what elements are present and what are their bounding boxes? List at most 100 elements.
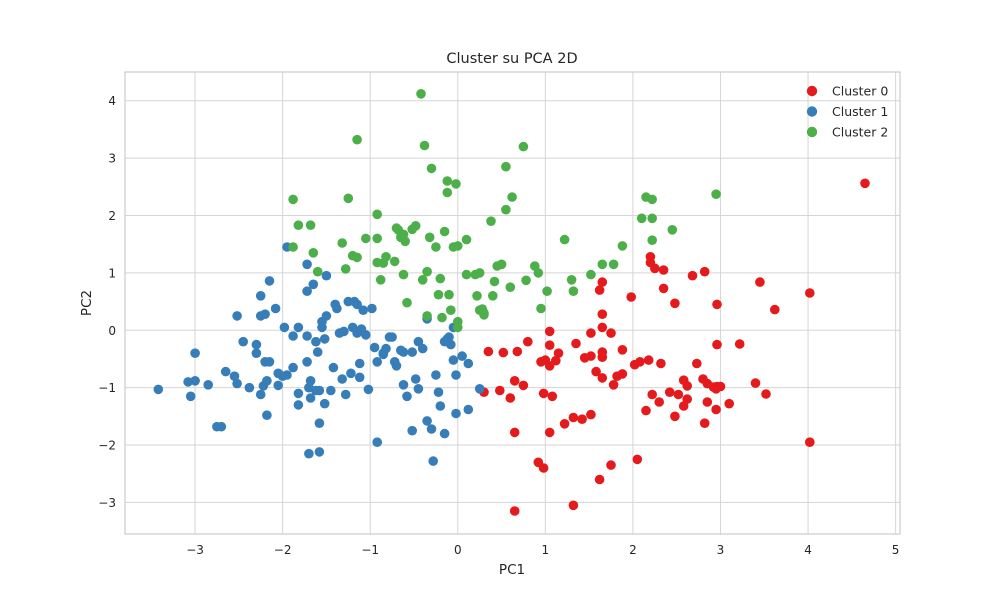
data-point	[678, 401, 689, 411]
x-axis-label: PC1	[499, 562, 525, 578]
data-point	[352, 134, 362, 145]
x-tick-label: −2	[274, 543, 292, 557]
data-point	[597, 352, 608, 363]
data-point	[597, 373, 608, 383]
data-point	[326, 385, 336, 396]
data-point	[302, 259, 312, 270]
data-point	[536, 357, 546, 367]
data-point	[328, 362, 339, 373]
data-point	[398, 380, 409, 390]
data-point	[594, 474, 605, 485]
y-tick-label: 2	[108, 209, 116, 223]
data-point	[304, 448, 314, 459]
data-point	[673, 389, 684, 400]
data-point	[568, 500, 579, 511]
data-point	[433, 387, 444, 398]
data-point	[711, 384, 721, 394]
data-point	[451, 370, 461, 380]
data-point	[442, 187, 453, 198]
plot-frame	[124, 71, 901, 535]
data-point	[317, 322, 327, 333]
data-point	[667, 225, 678, 235]
data-point	[670, 411, 680, 422]
data-point	[606, 460, 616, 470]
data-point	[446, 339, 456, 350]
data-point	[498, 347, 509, 358]
data-point	[185, 391, 196, 402]
data-point	[387, 332, 397, 342]
data-point	[547, 391, 558, 402]
data-point	[288, 242, 298, 252]
data-point	[512, 346, 523, 357]
data-point	[424, 232, 435, 243]
data-point	[647, 213, 657, 224]
data-point	[568, 412, 579, 423]
data-point	[352, 252, 362, 263]
data-point	[305, 220, 316, 230]
data-point	[288, 194, 298, 205]
data-point	[533, 268, 544, 278]
data-point	[398, 347, 409, 357]
legend-item: Cluster 2	[806, 125, 888, 140]
data-point	[586, 328, 596, 338]
data-point	[501, 161, 511, 172]
data-point	[413, 336, 424, 347]
data-point	[488, 291, 498, 301]
data-point	[314, 418, 325, 429]
data-point	[431, 242, 441, 252]
data-point	[711, 189, 721, 199]
data-point	[220, 366, 231, 377]
data-point	[282, 370, 292, 380]
x-tick-label: 0	[454, 543, 462, 557]
data-point	[417, 275, 428, 285]
data-point	[687, 270, 698, 281]
y-tick-label: 4	[108, 94, 116, 108]
data-point	[407, 347, 418, 357]
data-point	[391, 361, 402, 371]
data-point	[448, 355, 459, 365]
data-point	[444, 289, 454, 300]
data-point	[670, 298, 680, 309]
data-point	[372, 357, 383, 367]
data-point	[381, 343, 391, 354]
data-point	[319, 398, 330, 409]
data-point	[463, 404, 474, 415]
data-point	[579, 353, 590, 363]
data-point	[339, 326, 349, 337]
data-points	[153, 89, 870, 516]
data-point	[255, 389, 266, 400]
data-point	[308, 279, 319, 290]
data-point	[586, 409, 596, 420]
data-point	[260, 309, 270, 320]
data-point	[190, 348, 200, 359]
data-point	[597, 259, 608, 270]
data-point	[426, 424, 437, 434]
data-point	[398, 269, 409, 280]
data-point	[755, 277, 765, 287]
data-point	[654, 397, 664, 407]
y-tick-label: −3	[98, 496, 116, 510]
data-point	[251, 348, 262, 359]
data-point	[311, 336, 321, 347]
data-point	[369, 342, 380, 353]
data-point	[354, 358, 365, 369]
data-point	[496, 259, 507, 270]
data-point	[417, 343, 428, 354]
data-point	[422, 416, 432, 426]
data-point	[568, 286, 579, 297]
legend-label: Cluster 2	[832, 125, 888, 140]
data-point	[544, 361, 555, 371]
data-point	[238, 336, 248, 347]
data-point	[426, 163, 437, 174]
data-point	[346, 368, 356, 379]
data-point	[232, 378, 242, 389]
data-point	[538, 463, 549, 473]
data-point	[505, 393, 516, 403]
data-point	[340, 389, 351, 400]
data-point	[321, 270, 332, 281]
data-point	[413, 384, 424, 394]
data-point	[451, 408, 461, 419]
data-point	[591, 366, 601, 377]
data-point	[501, 204, 511, 215]
data-point	[712, 339, 722, 350]
